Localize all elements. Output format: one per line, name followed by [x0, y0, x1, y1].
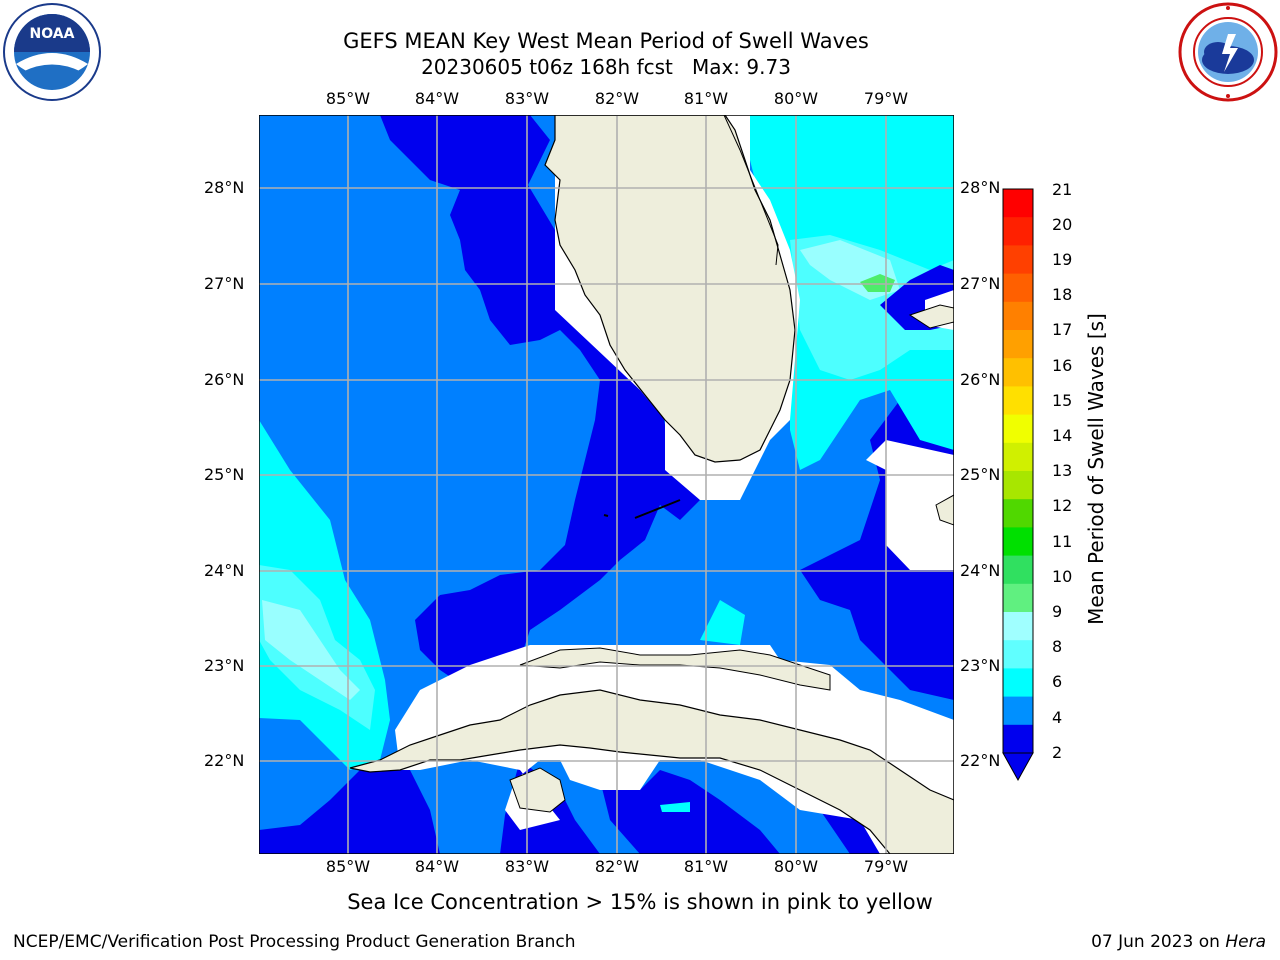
lat-label-left: 23°N — [204, 656, 245, 675]
colorbar-label: 8 — [1052, 637, 1063, 656]
colorbar-cell — [1003, 330, 1033, 359]
swell-band-lt2 — [380, 115, 700, 690]
florida-keys — [603, 514, 609, 517]
colorbar-label: 15 — [1052, 391, 1073, 410]
lon-label-top: 84°W — [414, 89, 460, 108]
colorbar-label: 4 — [1052, 708, 1063, 727]
colorbar-cell — [1003, 358, 1033, 387]
colorbar-cell — [1003, 471, 1033, 500]
colorbar-label: 20 — [1052, 215, 1073, 234]
lat-label-left: 28°N — [204, 178, 245, 197]
lon-label-top: 83°W — [504, 89, 550, 108]
sea-ice-note: Sea Ice Concentration > 15% is shown in … — [347, 890, 933, 914]
colorbar-cell — [1003, 499, 1033, 528]
colorbar-cell — [1003, 696, 1033, 726]
colorbar-cell — [1003, 527, 1033, 557]
colorbar-extend-arrow — [1002, 752, 1034, 782]
lat-label-right: 27°N — [960, 274, 1001, 293]
colorbar-label: 14 — [1052, 426, 1073, 445]
swell-band-4-6 — [700, 600, 745, 645]
lat-label-right: 28°N — [960, 178, 1001, 197]
colorbar-label: 2 — [1052, 743, 1063, 762]
lat-label-right: 26°N — [960, 370, 1001, 389]
lat-label-right: 25°N — [960, 465, 1001, 484]
map-grid — [259, 115, 954, 854]
lon-label-top: 85°W — [325, 89, 371, 108]
florida-coast — [723, 115, 779, 266]
cuba-north-coast — [519, 647, 831, 691]
nws-logo — [1178, 2, 1278, 102]
lon-label-top: 81°W — [683, 89, 729, 108]
lon-label-bottom: 80°W — [773, 857, 819, 876]
colorbar-label: 16 — [1052, 356, 1073, 375]
map-subtitle: 20230605 t06z 168h fcst Max: 9.73 — [421, 55, 791, 79]
colorbar-cell — [1003, 414, 1033, 444]
lat-label-left: 24°N — [204, 561, 245, 580]
bahamas-land — [935, 494, 954, 526]
colorbar-cell — [1003, 724, 1033, 754]
colorbar-cell — [1003, 442, 1033, 472]
colorbar-label: 13 — [1052, 461, 1073, 480]
lon-label-bottom: 85°W — [325, 857, 371, 876]
colorbar-cell — [1003, 612, 1033, 641]
colorbar-title: Mean Period of Swell Waves [s] — [1084, 313, 1108, 625]
lon-label-bottom: 81°W — [683, 857, 729, 876]
florida-land — [544, 115, 796, 463]
colorbar-cell — [1003, 217, 1033, 246]
colorbar-cell — [1003, 668, 1033, 698]
colorbar — [1002, 188, 1034, 782]
lat-label-right: 24°N — [960, 561, 1001, 580]
swell-band-lt2 — [259, 770, 440, 854]
colorbar-cell — [1003, 301, 1033, 331]
lat-label-right: 22°N — [960, 751, 1001, 770]
colorbar-label: 12 — [1052, 496, 1073, 515]
bahamas-land — [908, 304, 954, 329]
lon-label-top: 82°W — [594, 89, 640, 108]
colorbar-cell — [1003, 189, 1033, 218]
isla-de-la-juventud — [509, 767, 566, 813]
colorbar-frame — [1002, 188, 1034, 754]
lon-label-bottom: 83°W — [504, 857, 550, 876]
colorbar-cell — [1003, 245, 1033, 275]
colorbar-label: 11 — [1052, 532, 1073, 551]
florida-keys — [634, 499, 681, 519]
colorbar-label: 19 — [1052, 250, 1073, 269]
lon-label-top: 79°W — [863, 89, 909, 108]
lat-label-left: 22°N — [204, 751, 245, 770]
footer-date: 07 Jun 2023 on Hera — [1091, 932, 1266, 952]
swell-band-4-6 — [660, 802, 690, 812]
colorbar-label: 6 — [1052, 672, 1063, 691]
lon-label-top: 80°W — [773, 89, 819, 108]
swell-band-8-9 — [262, 600, 360, 700]
lat-label-left: 25°N — [204, 465, 245, 484]
colorbar-cell — [1003, 640, 1033, 669]
lat-label-left: 27°N — [204, 274, 245, 293]
noaa-logo: NOAA — [3, 3, 101, 101]
lon-label-bottom: 84°W — [414, 857, 460, 876]
swell-period-map — [259, 115, 954, 854]
colorbar-cell — [1003, 555, 1033, 585]
noaa-logo-text: NOAA — [30, 26, 75, 42]
colorbar-label: 21 — [1052, 180, 1073, 199]
colorbar-label: 18 — [1052, 285, 1073, 304]
map-title: GEFS MEAN Key West Mean Period of Swell … — [343, 29, 869, 53]
footer-credit: NCEP/EMC/Verification Post Processing Pr… — [13, 932, 576, 952]
colorbar-label: 10 — [1052, 567, 1073, 586]
lon-label-bottom: 82°W — [594, 857, 640, 876]
colorbar-label: 17 — [1052, 320, 1073, 339]
lat-label-right: 23°N — [960, 656, 1001, 675]
footer-date-text: 07 Jun 2023 on — [1091, 932, 1226, 952]
footer-machine: Hera — [1225, 932, 1266, 952]
lon-label-bottom: 79°W — [863, 857, 909, 876]
masked-area — [866, 440, 954, 570]
colorbar-label: 9 — [1052, 602, 1063, 621]
colorbar-cell — [1003, 583, 1033, 613]
lat-label-left: 26°N — [204, 370, 245, 389]
colorbar-cell — [1003, 273, 1033, 303]
colorbar-cell — [1003, 386, 1033, 416]
